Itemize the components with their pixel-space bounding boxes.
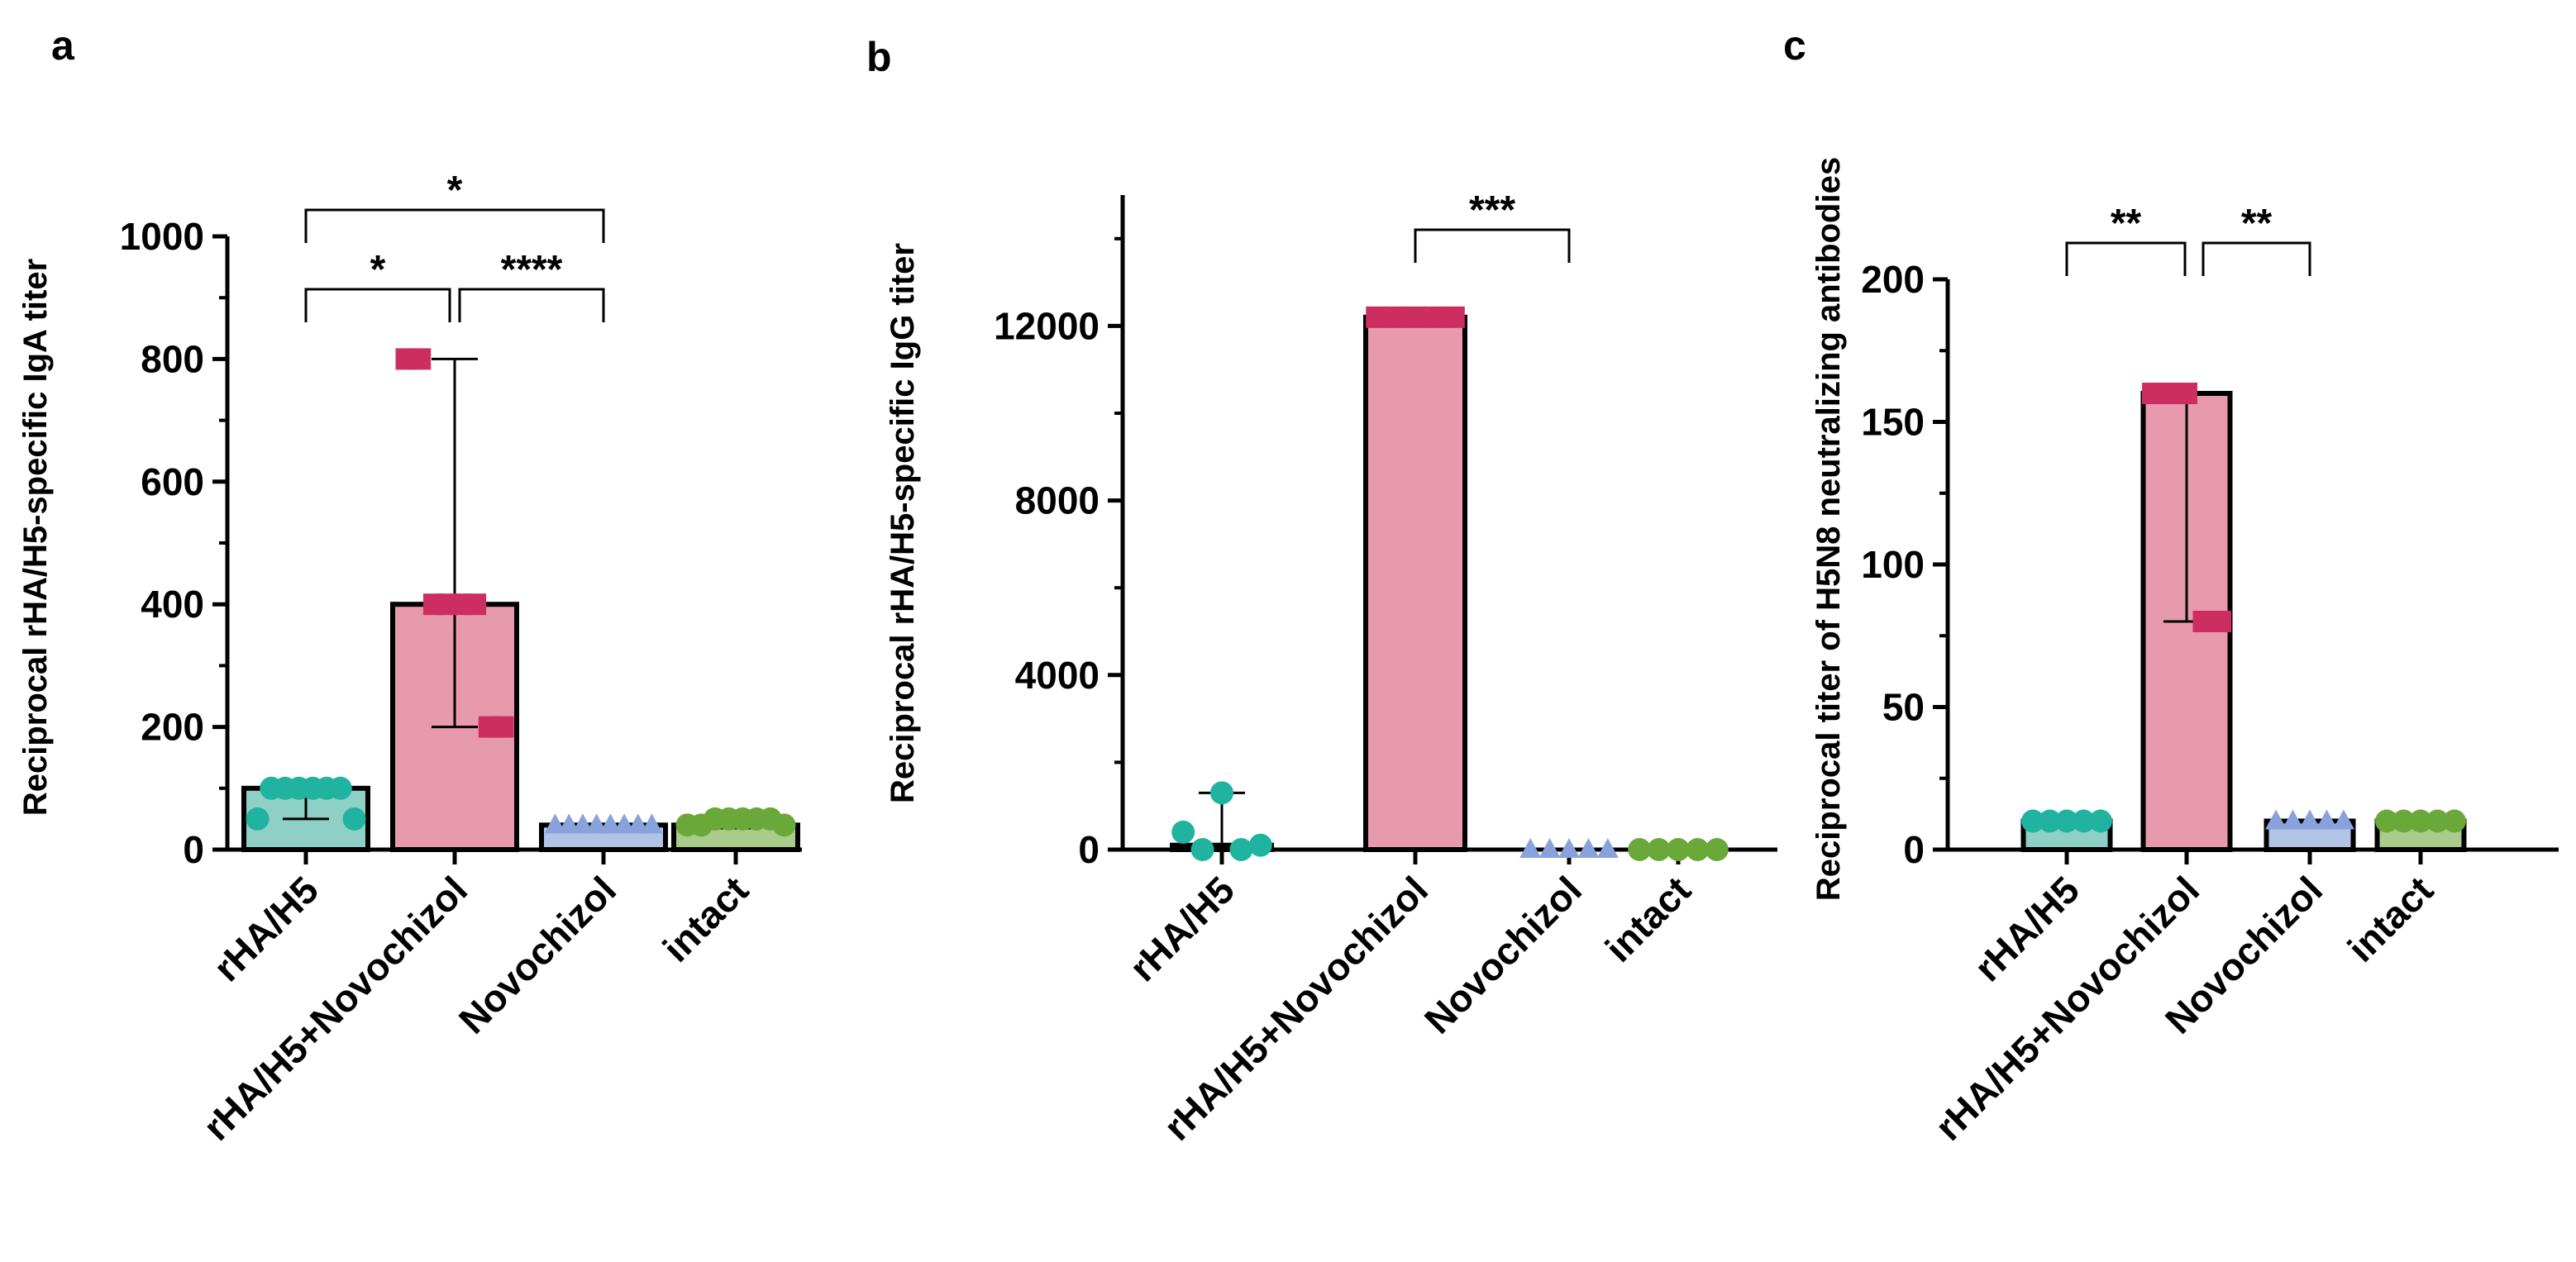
y-tick-label: 0: [183, 828, 204, 871]
data-point: [2332, 809, 2354, 830]
data-point: [1366, 306, 1388, 328]
data-point: [585, 813, 608, 834]
y-axis-label: Reciprocal rHA/H5-specific IgA titer: [17, 259, 54, 816]
panel-letter: c: [1783, 22, 1806, 69]
data-point: [1171, 820, 1195, 844]
x-tick-label: rHA/H5: [205, 868, 327, 989]
data-point: [342, 807, 366, 831]
data-point: [2265, 809, 2287, 830]
y-tick-label: 0: [1078, 828, 1100, 871]
data-point: [627, 813, 649, 834]
data-point: [558, 813, 580, 834]
x-tick-label: rHA/H5: [1121, 868, 1243, 989]
y-tick-label: 200: [1861, 258, 1925, 301]
data-point: [2176, 383, 2197, 404]
panel-c: c Reciprocal titer of H5N8 neutralizing a…: [1783, 22, 2559, 1149]
data-point: [1647, 838, 1671, 861]
data-point: [599, 813, 622, 834]
data-point: [2375, 809, 2399, 833]
x-tick-label: intact: [2340, 868, 2442, 970]
significance-label: **: [2111, 202, 2142, 245]
data-point: [2072, 809, 2096, 833]
panel-a: a Reciprocal rHA/H5-specific IgA titer 0 20…: [17, 22, 802, 1149]
y-tick-label: 1000: [120, 215, 204, 258]
data-point: [1705, 838, 1729, 861]
data-point: [1405, 306, 1426, 328]
panel-letter: b: [866, 34, 892, 80]
panel-letter: a: [51, 22, 75, 69]
significance-bracket: [458, 288, 605, 322]
data-point: [613, 813, 636, 834]
significance-bracket: [304, 208, 605, 243]
data-point: [409, 348, 432, 370]
y-tick-label: 800: [141, 337, 204, 380]
data-point: [1190, 838, 1214, 861]
data-point: [1443, 306, 1465, 328]
data-point: [1538, 838, 1561, 858]
data-point: [2021, 809, 2045, 833]
x-tick-label: intact: [655, 868, 757, 970]
y-tick-label: 8000: [1015, 479, 1100, 522]
data-point: [1229, 838, 1253, 861]
x-tick-label: rHA/H5: [1966, 868, 2087, 989]
data-point: [2038, 809, 2062, 833]
data-point: [492, 716, 514, 738]
x-tick-label: rHA/H5+Novochizol: [195, 868, 476, 1149]
data-point: [2426, 809, 2450, 833]
y-tick-label: 50: [1882, 686, 1925, 729]
significance-label: **: [2241, 202, 2273, 245]
data-point: [2209, 611, 2231, 632]
data-point: [2392, 809, 2416, 833]
significance-bracket: [304, 288, 451, 322]
data-point: [2088, 809, 2112, 833]
data-point: [1686, 838, 1710, 861]
data-point: [465, 593, 487, 616]
y-tick-label: 150: [1861, 401, 1925, 444]
data-point: [2409, 809, 2432, 833]
x-tick-label: intact: [1597, 868, 1700, 970]
data-point: [2282, 809, 2304, 830]
significance-label: ****: [501, 248, 563, 292]
significance-label: ***: [1469, 188, 1515, 232]
data-point: [1210, 781, 1233, 805]
data-point: [1248, 833, 1272, 857]
data-point: [1667, 838, 1690, 861]
y-tick-label: 100: [1861, 543, 1925, 586]
x-tick-label: Novochizol: [1416, 868, 1590, 1041]
data-point: [641, 813, 663, 834]
data-point: [246, 807, 270, 831]
data-point: [1385, 306, 1407, 328]
y-tick-label: 200: [141, 706, 204, 749]
bar-1: [1363, 314, 1467, 852]
data-point: [2299, 809, 2321, 830]
panel-b: b Reciprocal rHA/H5-specific IgG titer 0 40…: [866, 34, 1777, 1149]
data-point: [328, 776, 352, 800]
data-point: [2316, 809, 2338, 830]
data-point: [772, 813, 796, 837]
data-point: [1519, 838, 1542, 858]
y-axis-label: Reciprocal rHA/H5-specific IgG titer: [885, 243, 921, 803]
y-tick-label: 0: [1903, 828, 1925, 871]
y-axis-label: Reciprocal titer of H5N8 neutralizing an…: [1810, 157, 1847, 901]
data-point: [544, 813, 566, 834]
data-point: [1558, 838, 1580, 858]
y-tick-label: 12000: [994, 304, 1100, 347]
y-tick-label: 4000: [1015, 654, 1100, 697]
data-point: [2442, 809, 2466, 833]
data-point: [2055, 809, 2078, 833]
significance-label: *: [370, 248, 386, 292]
x-tick-label: Novochizol: [451, 868, 624, 1041]
data-point: [571, 813, 594, 834]
significance-label: *: [447, 169, 463, 212]
significance-bracket: [1414, 228, 1571, 263]
y-tick-label: 400: [141, 583, 204, 626]
significance-bracket: [2202, 241, 2311, 276]
y-tick-label: 600: [141, 460, 204, 503]
data-point: [1596, 838, 1619, 858]
data-point: [1628, 838, 1652, 861]
data-point: [1577, 838, 1600, 858]
data-point: [1424, 306, 1446, 328]
significance-bracket: [2065, 241, 2187, 276]
